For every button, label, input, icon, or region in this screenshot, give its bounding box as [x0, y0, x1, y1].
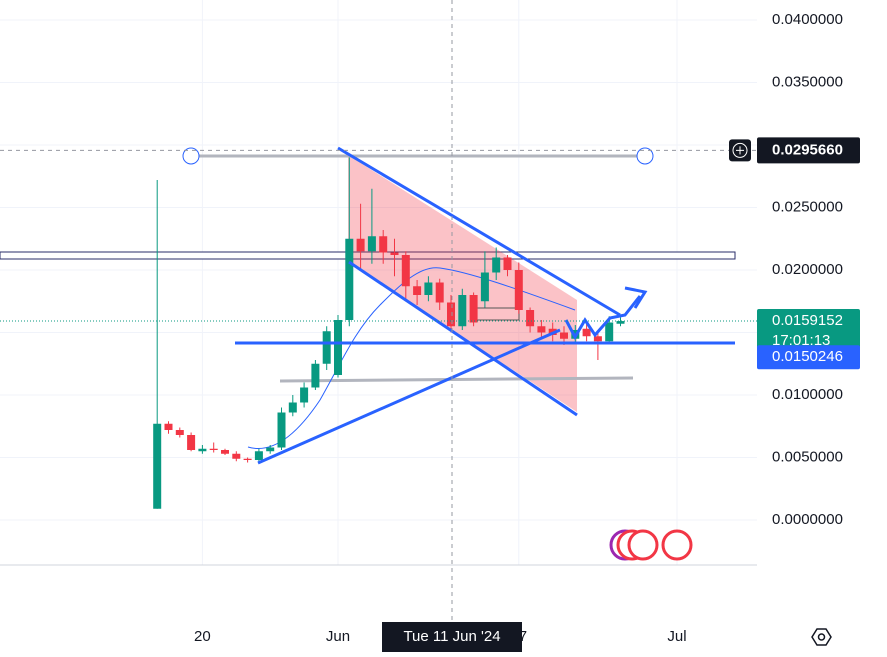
candle-body	[480, 272, 489, 302]
candle-body	[435, 282, 444, 303]
trendline	[257, 328, 561, 465]
candle-body	[413, 286, 422, 295]
candle-body	[164, 423, 173, 430]
trendline	[337, 146, 621, 317]
candle-body	[447, 302, 455, 327]
candle-body	[334, 320, 342, 375]
plus-icon	[732, 142, 748, 158]
grid	[0, 0, 757, 565]
candle-body	[492, 257, 501, 273]
trendlines	[235, 146, 735, 465]
candle-body	[322, 331, 331, 364]
y-tick-label: 0.0200000	[772, 261, 843, 278]
candle-body	[469, 295, 478, 323]
event-icons	[609, 529, 693, 561]
y-tick-label: 0.0100000	[772, 386, 843, 403]
y-tick-label: 0.0250000	[772, 198, 843, 215]
candle-body	[593, 336, 602, 342]
handle	[636, 147, 654, 165]
candle-body	[232, 453, 241, 459]
candle-body	[300, 387, 309, 403]
settings-icon[interactable]	[811, 628, 832, 646]
date-box	[382, 622, 522, 652]
y-tick-label: 0.0000000	[772, 511, 843, 528]
candle-body	[153, 423, 162, 509]
candle-body	[345, 238, 354, 320]
price-box	[757, 137, 860, 164]
candle-body	[526, 310, 535, 327]
arrow-path	[564, 295, 642, 341]
candle-body	[458, 295, 467, 327]
candle-body	[243, 458, 252, 460]
price-label: 0.0295660	[772, 141, 843, 158]
candle-body	[266, 447, 275, 452]
candle-body	[605, 322, 614, 342]
trendline	[348, 260, 578, 417]
y-tick-label: 0.0400000	[772, 11, 843, 28]
line-price-box	[757, 345, 860, 370]
candle-body	[616, 321, 625, 324]
settings-icon-dot	[817, 633, 826, 641]
candle-body	[187, 435, 196, 450]
candle-body	[221, 450, 229, 454]
h-line	[279, 376, 634, 383]
candle-body	[503, 257, 512, 270]
settings-icon[interactable]	[811, 628, 832, 646]
event-icon	[627, 529, 659, 561]
candle-body	[379, 236, 388, 253]
x-tick-label: 20	[194, 628, 211, 645]
candle-body	[390, 252, 399, 255]
crosshair-date: Tue 11 Jun '24	[403, 628, 500, 645]
countdown: 17:01:13	[772, 332, 830, 349]
event-icon	[661, 529, 693, 561]
arrow-head	[624, 286, 648, 309]
y-tick-label: 0.0050000	[772, 448, 843, 465]
candle-body	[560, 332, 568, 339]
candle-body	[311, 363, 320, 388]
drawings	[0, 147, 736, 449]
last-price-box	[757, 309, 860, 353]
plus-icon	[736, 146, 744, 155]
candle-body	[582, 328, 591, 337]
candle-body	[356, 238, 365, 252]
candle-body	[367, 236, 376, 252]
candle-body	[175, 430, 184, 435]
candle-body	[209, 448, 218, 450]
zone-rect	[0, 251, 736, 260]
candle-body	[198, 448, 207, 452]
handle	[182, 147, 200, 165]
axis: 0.0000000 0.0050000 0.0100000 0.0200000 0.02…	[0, 11, 860, 652]
candle-body	[254, 451, 263, 460]
candle-body	[288, 402, 297, 413]
last-price-label: 0.0159152	[772, 312, 843, 329]
candle-body	[401, 255, 410, 287]
candle-body	[277, 412, 286, 448]
candle-body	[537, 326, 546, 333]
x-tick-label: Jun	[326, 628, 350, 645]
candle-body	[514, 270, 523, 310]
x-tick-label: Jul	[667, 628, 686, 645]
line-price-label: 0.0150246	[772, 348, 843, 365]
y-tick-label: 0.0350000	[772, 73, 843, 90]
candle-body	[424, 282, 433, 295]
